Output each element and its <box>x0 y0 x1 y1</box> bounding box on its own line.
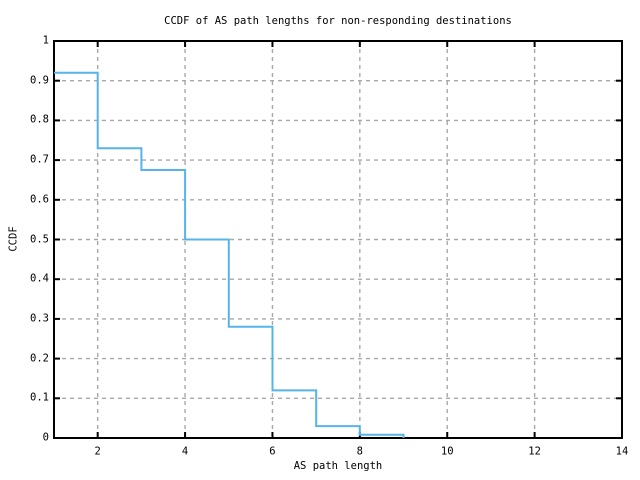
y-tick-label: 0.8 <box>30 113 49 126</box>
chart-title: CCDF of AS path lengths for non-respondi… <box>164 15 512 27</box>
y-tick-label: 0.6 <box>30 193 49 206</box>
x-tick-label: 12 <box>528 445 541 458</box>
y-tick-label: 0.5 <box>30 233 49 245</box>
y-tick-label: 0.7 <box>30 153 49 166</box>
x-tick-label: 14 <box>615 445 629 458</box>
y-tick-label: 1 <box>42 34 49 47</box>
y-tick-label: 0.2 <box>30 352 49 365</box>
x-axis-label: AS path length <box>293 460 383 472</box>
x-tick-label: 10 <box>440 445 454 458</box>
x-tick-label: 8 <box>356 445 364 458</box>
x-tick-label: 6 <box>269 445 276 458</box>
y-tick-label: 0.9 <box>30 74 49 87</box>
y-tick-label: 0.4 <box>30 272 49 285</box>
plot-border <box>53 40 623 439</box>
ccdf-step-line <box>54 71 405 438</box>
x-tick-label: 2 <box>94 445 101 458</box>
y-tick-label: 0.1 <box>30 391 49 404</box>
y-tick-label: 0 <box>42 431 49 444</box>
x-tick-label: 4 <box>181 445 189 458</box>
y-tick-label: 0.3 <box>30 312 49 325</box>
